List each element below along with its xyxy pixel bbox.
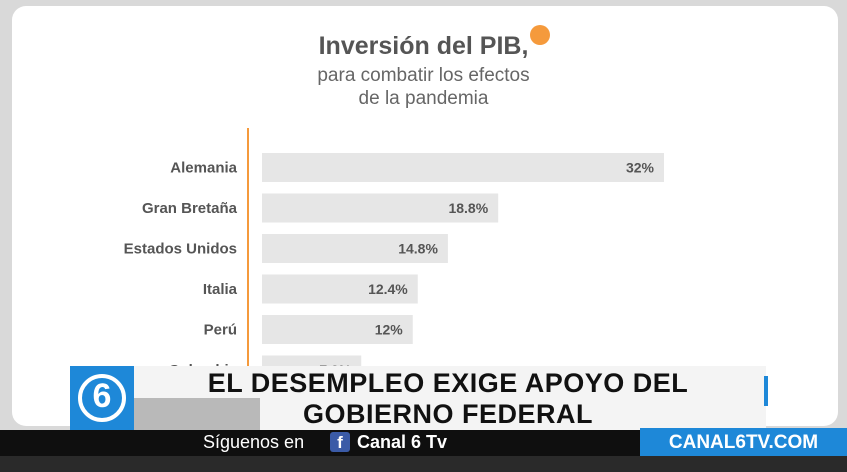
headline-banner-bottom — [260, 398, 766, 430]
value-label-0: 32% — [626, 160, 655, 176]
player-controls-strip — [0, 456, 847, 472]
subtitle-line-1: para combatir los efectos — [317, 65, 530, 86]
subtitle-line-2: de la pandemia — [358, 88, 489, 109]
category-label-4: Perú — [204, 322, 237, 339]
canal6-logo: 6 — [70, 366, 134, 430]
chart-axis-line — [247, 128, 249, 378]
follow-text: Síguenos en — [203, 432, 305, 452]
logo-ring — [78, 374, 126, 422]
logo-number: 6 — [92, 377, 112, 415]
headline-banner-edge — [764, 376, 768, 406]
bar-2 — [262, 234, 448, 263]
bar-0 — [262, 153, 664, 182]
headline-banner-top — [130, 366, 766, 398]
website-box — [640, 428, 847, 458]
value-label-1: 18.8% — [448, 200, 488, 216]
bar-1 — [262, 193, 499, 223]
facebook-page-name: Canal 6 Tv — [357, 432, 448, 452]
bar-3 — [262, 274, 418, 304]
facebook-icon: f — [330, 432, 350, 452]
chart-subtitle: para combatir los efectos de la pandemia — [0, 64, 847, 110]
category-label-3: Italia — [203, 281, 238, 298]
category-label-0: Alemania — [170, 160, 237, 177]
category-label-1: Gran Bretaña — [142, 200, 238, 217]
value-label-3: 12.4% — [368, 281, 408, 297]
headline-line-2: GOBIERNO FEDERAL — [302, 399, 593, 429]
value-label-4: 12% — [375, 322, 404, 338]
headline-line-1: EL DESEMPLEO EXIGE APOYO DEL — [207, 368, 689, 398]
website-url: CANAL6TV.COM — [668, 432, 819, 453]
bar-4 — [262, 315, 413, 344]
category-label-2: Estados Unidos — [124, 241, 237, 258]
value-label-2: 14.8% — [398, 241, 438, 257]
accent-dot — [530, 25, 550, 45]
chart-title: Inversión del PIB, — [318, 32, 529, 60]
